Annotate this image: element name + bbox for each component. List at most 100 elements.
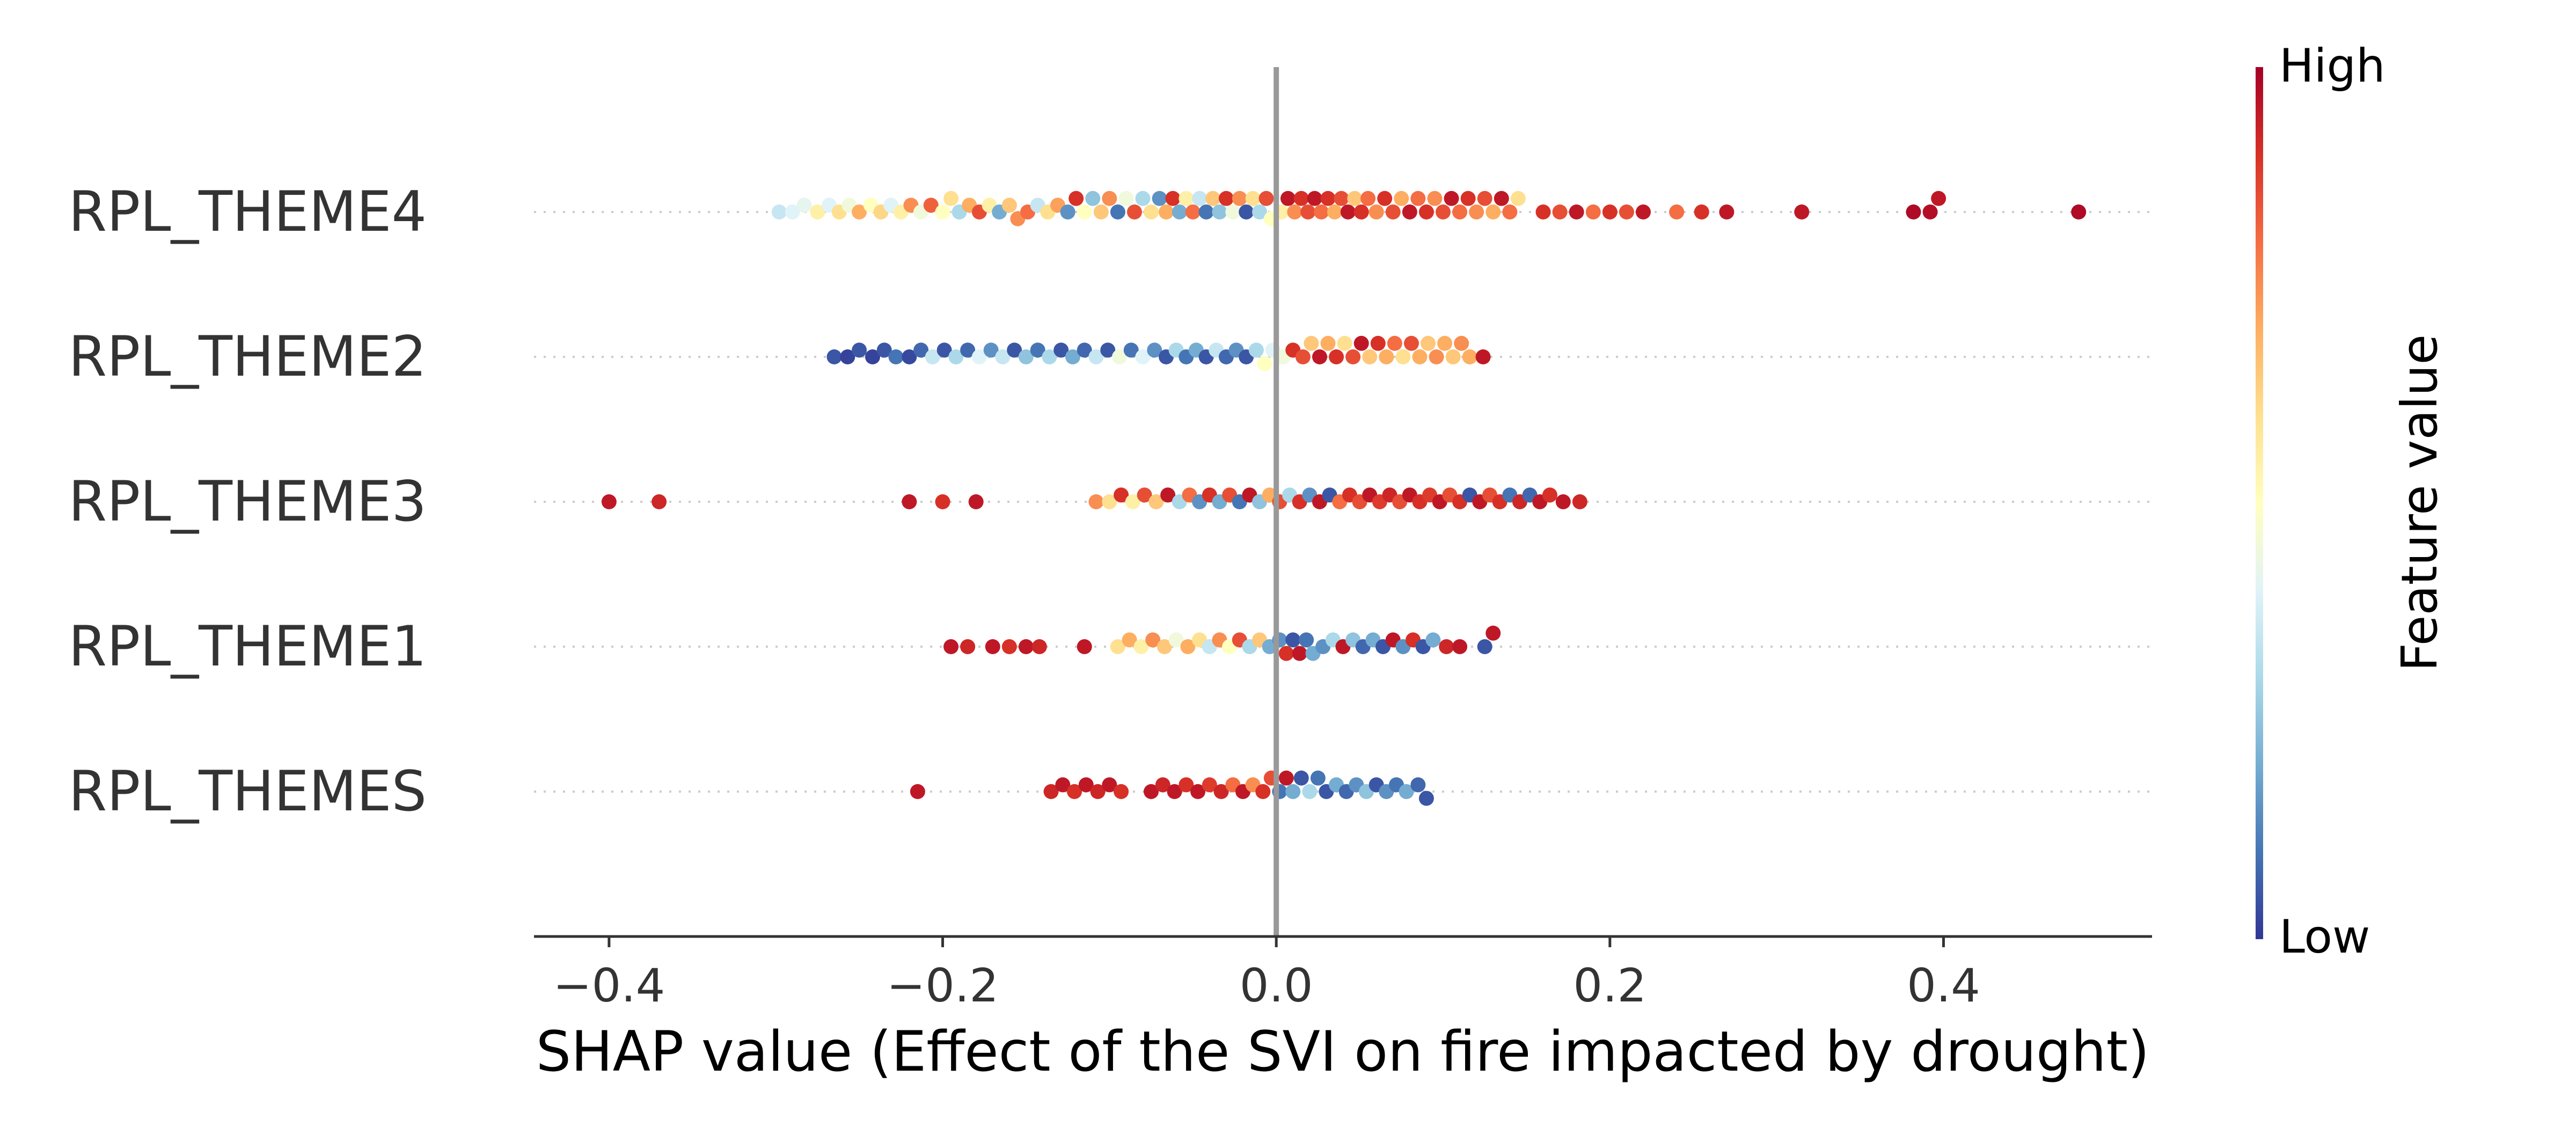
shap-point bbox=[1258, 191, 1274, 206]
shap-point bbox=[1278, 646, 1294, 661]
shap-point bbox=[985, 639, 1000, 654]
shap-point bbox=[1429, 349, 1444, 364]
shap-point bbox=[1395, 349, 1411, 364]
shap-point bbox=[1402, 204, 1417, 219]
shap-point bbox=[1452, 204, 1468, 219]
shap-point bbox=[652, 494, 667, 509]
shap-point bbox=[943, 191, 959, 206]
shap-point bbox=[1340, 204, 1356, 219]
colorbar-high-label: High bbox=[2279, 39, 2385, 93]
shap-point bbox=[1312, 349, 1327, 364]
shap-point bbox=[1510, 191, 1526, 206]
shap-point bbox=[1368, 204, 1384, 219]
x-axis-ticks: −0.4 −0.2 0.0 0.2 0.4 bbox=[553, 936, 1980, 1013]
shap-point bbox=[1232, 191, 1247, 206]
x-tick-label: −0.2 bbox=[887, 959, 999, 1013]
shap-point bbox=[935, 204, 950, 219]
shap-point bbox=[1320, 191, 1336, 206]
shap-point bbox=[1212, 204, 1227, 219]
shap-point bbox=[1334, 191, 1349, 206]
shap-point bbox=[852, 342, 867, 358]
shap-point bbox=[1088, 349, 1104, 364]
shap-point bbox=[1572, 494, 1587, 509]
x-tick-label: 0.0 bbox=[1240, 959, 1313, 1013]
shap-point bbox=[1437, 335, 1453, 351]
shap-point bbox=[840, 349, 855, 364]
shap-point bbox=[1144, 204, 1159, 219]
shap-point bbox=[1122, 632, 1137, 648]
shap-point bbox=[1148, 494, 1164, 509]
shap-point bbox=[1160, 487, 1176, 503]
shap-point bbox=[1922, 204, 1938, 219]
shap-point bbox=[1669, 204, 1685, 219]
shap-point bbox=[1069, 191, 1084, 206]
shap-point bbox=[1001, 639, 1017, 654]
shap-point bbox=[1462, 349, 1477, 364]
shap-point bbox=[1421, 335, 1436, 351]
shap-point bbox=[1278, 770, 1294, 786]
shap-point bbox=[1133, 639, 1149, 654]
shap-point bbox=[971, 349, 987, 364]
shap-point bbox=[902, 349, 917, 364]
shap-point bbox=[1007, 342, 1022, 358]
shap-point bbox=[876, 342, 892, 358]
shap-point bbox=[1360, 191, 1376, 206]
x-tick-label: 0.2 bbox=[1573, 959, 1646, 1013]
shap-point bbox=[785, 204, 800, 219]
shap-point bbox=[796, 197, 812, 213]
shap-point bbox=[1931, 191, 1946, 206]
shap-point bbox=[960, 342, 976, 358]
shap-point bbox=[1144, 784, 1159, 799]
shap-point bbox=[1555, 494, 1571, 509]
shap-point bbox=[1067, 784, 1082, 799]
shap-point bbox=[1168, 632, 1184, 648]
shap-point bbox=[1399, 784, 1414, 799]
shap-point bbox=[1285, 784, 1301, 799]
shap-point bbox=[810, 204, 825, 219]
x-tick-label: −0.4 bbox=[553, 959, 665, 1013]
shap-point bbox=[1172, 204, 1187, 219]
shap-point bbox=[1542, 487, 1557, 503]
shap-point bbox=[1293, 770, 1309, 786]
shap-point bbox=[1485, 204, 1501, 219]
shap-point bbox=[1425, 632, 1441, 648]
shap-point bbox=[1065, 349, 1080, 364]
shap-point bbox=[1454, 335, 1469, 351]
shap-point bbox=[913, 342, 929, 358]
shap-point bbox=[1102, 777, 1117, 793]
shap-point bbox=[1494, 191, 1509, 206]
shap-point bbox=[1320, 335, 1336, 351]
shap-point bbox=[1123, 342, 1139, 358]
shap-point bbox=[1302, 784, 1318, 799]
shap-point bbox=[1043, 784, 1059, 799]
shap-point bbox=[1418, 791, 1434, 806]
shap-point bbox=[1126, 204, 1142, 219]
shap-point bbox=[943, 639, 959, 654]
shap-point bbox=[1619, 204, 1634, 219]
shap-point bbox=[1155, 777, 1170, 793]
shap-point bbox=[1379, 349, 1394, 364]
shap-point bbox=[1088, 494, 1104, 509]
shap-point bbox=[1314, 204, 1329, 219]
shap-point bbox=[1180, 639, 1196, 654]
shap-point bbox=[1145, 632, 1161, 648]
shap-point bbox=[1102, 191, 1117, 206]
shap-point bbox=[1292, 646, 1307, 661]
shap-point bbox=[1102, 494, 1117, 509]
feature-label: RPL_THEME1 bbox=[69, 614, 427, 679]
shap-point bbox=[1185, 204, 1201, 219]
shap-point bbox=[1327, 204, 1342, 219]
shap-point bbox=[1031, 639, 1047, 654]
shap-point bbox=[1077, 639, 1092, 654]
shap-point bbox=[1287, 204, 1302, 219]
shap-point bbox=[1111, 349, 1127, 364]
shap-point bbox=[1310, 770, 1326, 786]
shap-point bbox=[1078, 777, 1094, 793]
shap-point bbox=[1125, 494, 1140, 509]
shap-point bbox=[1100, 342, 1116, 358]
colorbar bbox=[2256, 67, 2263, 939]
shap-point bbox=[1585, 204, 1601, 219]
shap-point bbox=[1475, 349, 1491, 364]
feature-labels: RPL_THEME4 RPL_THEME2 RPL_THEME3 RPL_THEME1… bbox=[69, 180, 427, 824]
shap-point bbox=[1165, 191, 1181, 206]
